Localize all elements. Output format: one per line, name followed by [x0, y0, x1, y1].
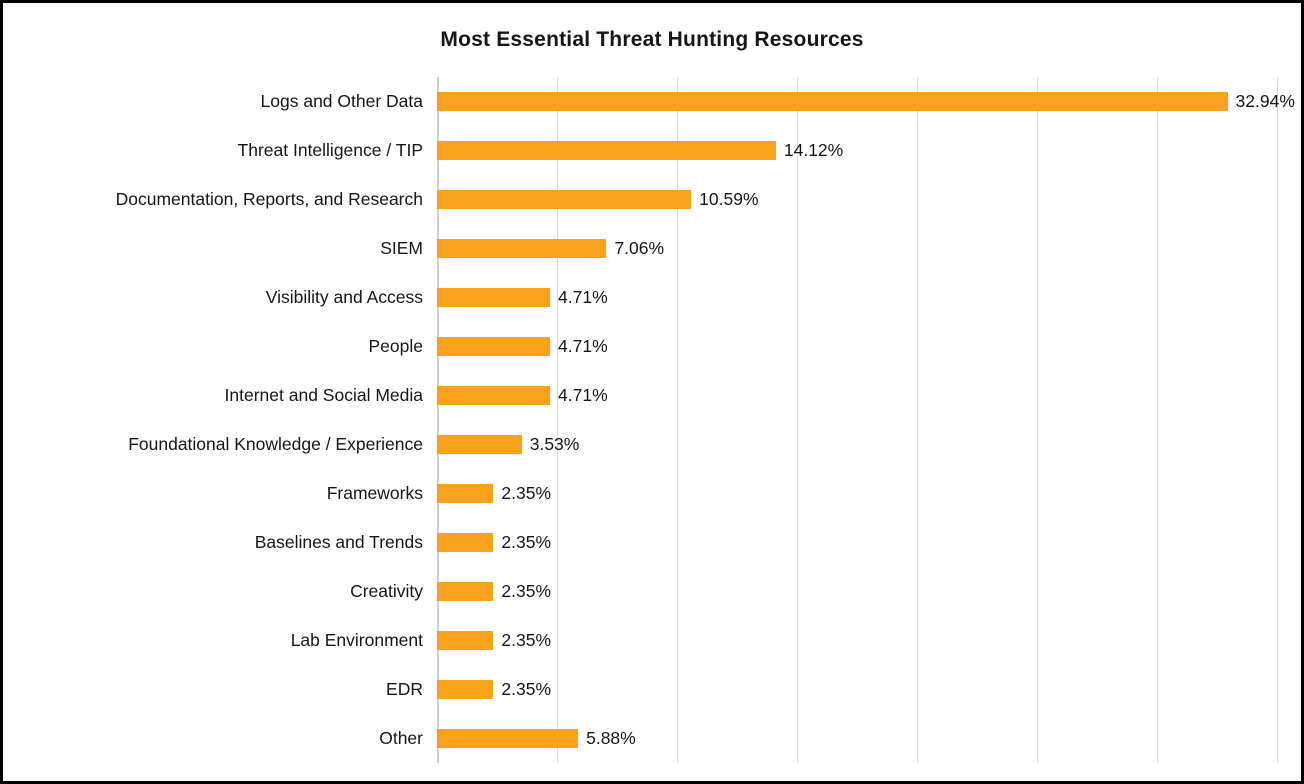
value-label: 14.12% [783, 140, 844, 160]
value-label: 4.71% [558, 336, 608, 356]
bar [437, 680, 494, 699]
chart-title: Most Essential Threat Hunting Resources [440, 28, 864, 51]
bar-track: 14.12% [437, 126, 1277, 175]
chart-row: Threat Intelligence / TIP 14.12% [3, 126, 1301, 175]
bar [437, 141, 776, 160]
chart-rows: Logs and Other Data 32.94% Threat Intellig… [3, 77, 1301, 763]
category-label: Documentation, Reports, and Research [115, 189, 423, 209]
category-label: Foundational Knowledge / Experience [128, 434, 423, 454]
value-label: 7.06% [614, 238, 665, 258]
value-label: 32.94% [1235, 91, 1295, 111]
chart-row: People 4.71% [3, 322, 1301, 371]
bar-track: 2.35% [437, 616, 1277, 665]
value-label: 3.53% [529, 434, 580, 454]
chart-row: SIEM 7.06% [3, 224, 1301, 273]
chart-row: Documentation, Reports, and Research 10.5… [3, 175, 1301, 224]
bar [437, 533, 494, 552]
category-label: Creativity [350, 581, 423, 601]
chart-row: Foundational Knowledge / Experience 3.53% [3, 420, 1301, 469]
chart-row: Internet and Social Media 4.71% [3, 371, 1301, 420]
value-label: 2.35% [501, 630, 552, 650]
chart-row: Logs and Other Data 32.94% [3, 77, 1301, 126]
bar-track: 32.94% [437, 77, 1295, 126]
chart-row: EDR 2.35% [3, 665, 1301, 714]
bar [437, 288, 551, 307]
category-label: EDR [386, 679, 423, 699]
bar-track: 4.71% [437, 273, 1277, 322]
value-label: 4.71% [558, 385, 608, 405]
bar-track: 4.71% [437, 371, 1277, 420]
bar-track: 2.35% [437, 665, 1277, 714]
category-label: Internet and Social Media [224, 385, 423, 405]
chart-row: Lab Environment 2.35% [3, 616, 1301, 665]
bar-track: 2.35% [437, 469, 1277, 518]
chart-row: Other 5.88% [3, 714, 1301, 763]
category-label: People [368, 336, 424, 356]
bar-track: 2.35% [437, 567, 1277, 616]
bar [437, 484, 494, 503]
category-label: SIEM [380, 238, 423, 258]
bar [437, 729, 579, 748]
category-label: Other [379, 728, 423, 748]
value-label: 2.35% [501, 483, 552, 503]
category-label: Threat Intelligence / TIP [237, 140, 423, 160]
value-label: 4.71% [558, 287, 608, 307]
bar [437, 190, 692, 209]
chart-row: Frameworks 2.35% [3, 469, 1301, 518]
bar [437, 92, 1228, 111]
bar-track: 10.59% [437, 175, 1277, 224]
bar-track: 4.71% [437, 322, 1277, 371]
value-label: 2.35% [501, 581, 552, 601]
bar-track: 3.53% [437, 420, 1277, 469]
value-label: 5.88% [586, 728, 636, 748]
value-label: 10.59% [699, 189, 759, 209]
bar [437, 582, 494, 601]
value-label: 2.35% [501, 679, 552, 699]
category-label: Logs and Other Data [260, 91, 423, 111]
bar-track: 5.88% [437, 714, 1277, 763]
value-label: 2.35% [501, 532, 552, 552]
bar-track: 7.06% [437, 224, 1277, 273]
chart-row: Creativity 2.35% [3, 567, 1301, 616]
bar [437, 386, 551, 405]
category-label: Baselines and Trends [254, 532, 423, 552]
bar-track: 2.35% [437, 518, 1277, 567]
category-label: Lab Environment [290, 630, 423, 650]
bar [437, 239, 607, 258]
chart-row: Baselines and Trends 2.35% [3, 518, 1301, 567]
category-label: Frameworks [326, 483, 423, 503]
category-label: Visibility and Access [265, 287, 423, 307]
bar-chart: Logs and Other Data 32.94% Threat Intellig… [3, 77, 1301, 763]
bar [437, 435, 522, 454]
bar [437, 631, 494, 650]
bar [437, 337, 551, 356]
chart-row: Visibility and Access 4.71% [3, 273, 1301, 322]
